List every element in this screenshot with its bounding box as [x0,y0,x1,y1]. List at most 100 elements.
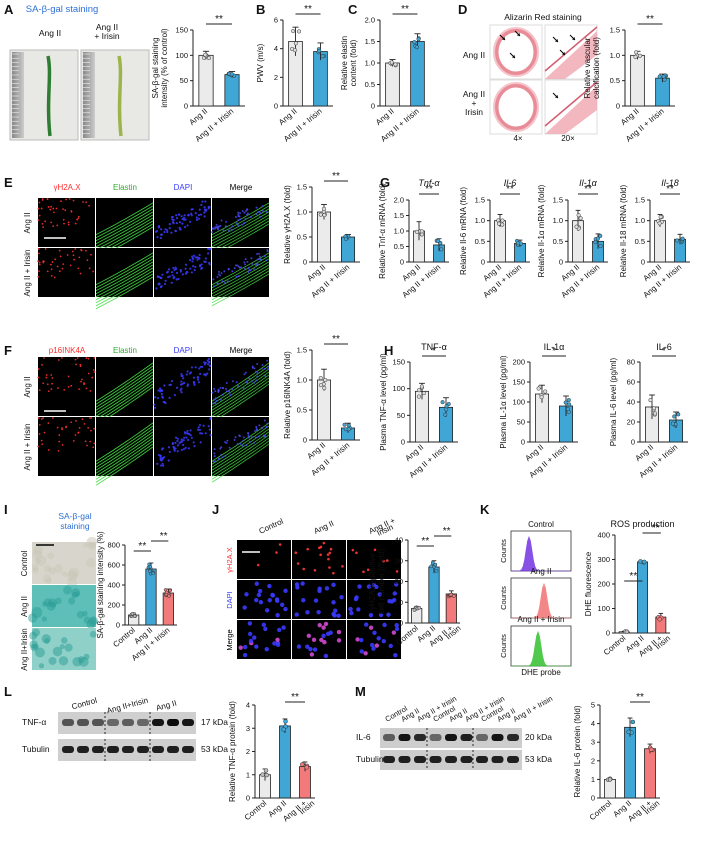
elastin-fiber [211,270,270,304]
cell-nucleus [377,592,382,597]
micrograph-f [37,357,96,416]
nucleus [175,278,178,281]
micrograph-bg [292,540,346,579]
y-tick-label: 1.0 [610,51,620,60]
red-signal [93,357,96,359]
data-point [440,400,445,405]
nucleus [187,432,190,435]
nucleus [190,271,193,274]
red-signal [90,429,92,432]
cell-nucleus [318,546,321,550]
panel-letter: K [480,502,490,517]
red-signal [76,218,78,221]
cell-nucleus [331,600,336,605]
cell-nucleus [247,631,253,637]
cell-blob [36,555,47,567]
data-point [322,385,327,391]
nucleus [180,215,183,218]
red-signal [42,261,45,264]
nucleus [180,448,183,452]
red-signal [42,417,45,419]
blot-band [167,746,179,753]
ruler [83,52,95,138]
sig-mark: ** [584,184,592,195]
nucleus [215,399,218,402]
nucleus [247,434,250,437]
y-tick-label: 0 [246,794,250,803]
nucleus [176,444,180,447]
nucleus [198,367,201,370]
micrograph-bg [237,580,291,619]
elastin-fiber [211,211,270,245]
cell-nucleus [296,644,302,649]
nucleus [202,424,205,427]
red-signal [51,377,54,379]
red-signal [44,248,47,250]
panel-a-img-label-line: + Irisin [94,31,120,41]
nucleus [231,388,234,391]
cell-blob [31,607,43,618]
nucleus [216,282,219,285]
cell-nucleus [283,606,288,612]
red-signal [67,375,70,378]
red-signal [69,264,72,267]
panel-letter: B [256,2,265,17]
cell-nucleus [394,623,399,628]
micrograph-bg [347,540,401,579]
data-point [539,395,544,400]
elastin-fiber [211,208,270,242]
nucleus [189,371,193,374]
cell-nucleus [280,602,285,607]
data-point [593,240,598,245]
nucleus [198,253,201,257]
blot-kda: 53 kDa [525,754,552,764]
nucleus [191,208,194,211]
data-point [578,216,583,221]
sig-mark: ** [332,334,340,345]
nucleus [206,363,210,366]
nucleus [255,206,258,209]
micrograph-bg [38,357,95,416]
cell-blob [74,591,80,597]
y-tick-label: 4 [274,44,278,53]
nucleus [206,359,209,362]
nucleus [230,228,233,231]
cell-nucleus [302,567,306,571]
nucleus [154,396,157,399]
elastin-fiber [95,377,154,417]
nucleus [218,274,221,277]
red-signal [50,374,53,376]
bar-2 [299,766,311,799]
elastin-fiber [95,258,154,292]
data-point [676,412,681,417]
nucleus [192,376,196,379]
bar-0 [385,62,400,107]
nucleus [244,263,247,266]
nucleus [263,254,266,257]
nucleus [199,432,202,435]
blot-band [491,734,504,741]
blot-band [152,746,164,753]
red-signal [37,445,40,448]
data-point [653,411,658,416]
nucleus [214,226,217,229]
blot-band [62,746,74,753]
elastin-fiber [95,252,154,286]
nucleus [208,247,211,251]
y-tick-label: 1.0 [365,59,375,68]
nucleus [161,273,164,276]
nucleus [171,221,175,224]
data-point [439,247,444,252]
nucleus [256,429,259,432]
y-tick-label: 80 [627,358,635,367]
nucleus [220,453,223,456]
data-point [436,238,441,243]
cell-nucleus [281,625,286,630]
red-signal [63,222,65,225]
y-tick-label: 40 [627,398,635,407]
red-signal [80,380,82,383]
bar-1 [624,726,636,799]
